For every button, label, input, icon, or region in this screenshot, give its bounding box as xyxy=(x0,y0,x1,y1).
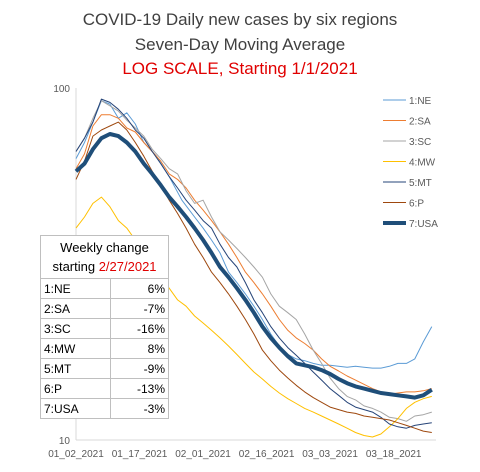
table-header-prefix: starting xyxy=(52,259,99,274)
series-line-1-ne xyxy=(75,100,433,369)
y-tick-label: 100 xyxy=(53,84,70,95)
table-change-cell: -9% xyxy=(109,358,170,379)
table-region-cell: 3:SC xyxy=(40,318,111,339)
table-row: 5:MT -9% xyxy=(40,358,170,379)
series-line-5-mt xyxy=(75,98,432,429)
series-line-3-sc xyxy=(75,100,432,422)
table-change-cell: 8% xyxy=(109,338,170,359)
x-tick-label: 02_16_2021 xyxy=(239,449,295,460)
x-tick-label: 01_02_2021 xyxy=(48,449,104,460)
x-tick-label: 02_01_2021 xyxy=(175,449,231,460)
table-region-cell: 1:NE xyxy=(40,278,111,299)
table-change-cell: -3% xyxy=(109,398,170,419)
table-row: 1:NE 6% xyxy=(40,278,170,299)
x-tick-label: 03_03_2021 xyxy=(302,449,358,460)
weekly-change-table: Weekly change starting 2/27/2021 1:NE 6% 2… xyxy=(40,235,170,419)
y-tick-label: 10 xyxy=(59,436,71,447)
chart-scale-note: LOG SCALE, Starting 1/1/2021 xyxy=(122,59,358,78)
series-line-6-p xyxy=(75,121,432,433)
table-header-date: 2/27/2021 xyxy=(98,259,157,274)
table-change-cell: 6% xyxy=(109,278,170,299)
table-region-cell: 4:MW xyxy=(40,338,111,359)
table-row: 6:P -13% xyxy=(40,378,170,399)
table-row: 4:MW 8% xyxy=(40,338,170,359)
x-tick-label: 01_17_2021 xyxy=(112,449,168,460)
legend-label: 6:P xyxy=(409,199,424,210)
table-row: 7:USA -3% xyxy=(40,398,170,419)
table-row: 3:SC -16% xyxy=(40,318,170,339)
legend-label: 2:SA xyxy=(409,117,431,128)
table-change-cell: -16% xyxy=(109,318,170,339)
x-tick-label: 03_18_2021 xyxy=(366,449,422,460)
table-row: 2:SA -7% xyxy=(40,298,170,319)
legend-label: 1:NE xyxy=(409,96,432,107)
legend-label: 3:SC xyxy=(409,137,431,148)
table-region-cell: 6:P xyxy=(40,378,111,399)
chart-subtitle: Seven-Day Moving Average xyxy=(134,35,346,54)
legend-label: 5:MT xyxy=(409,178,432,189)
table-change-cell: -7% xyxy=(109,298,170,319)
legend-label: 4:MW xyxy=(409,158,436,169)
table-header-row: Weekly change starting 2/27/2021 xyxy=(40,235,169,279)
series-line-2-sa xyxy=(75,114,432,395)
table-header-line1: Weekly change xyxy=(60,240,149,255)
legend-label: 7:USA xyxy=(409,219,438,230)
table-region-cell: 5:MT xyxy=(40,358,111,379)
table-region-cell: 7:USA xyxy=(40,398,111,419)
table-change-cell: -13% xyxy=(109,378,170,399)
chart-title: COVID-19 Daily new cases by six regions xyxy=(82,10,398,29)
series-line-7-usa xyxy=(74,132,433,400)
table-region-cell: 2:SA xyxy=(40,298,111,319)
table-header-cell: Weekly change starting 2/27/2021 xyxy=(40,235,169,279)
